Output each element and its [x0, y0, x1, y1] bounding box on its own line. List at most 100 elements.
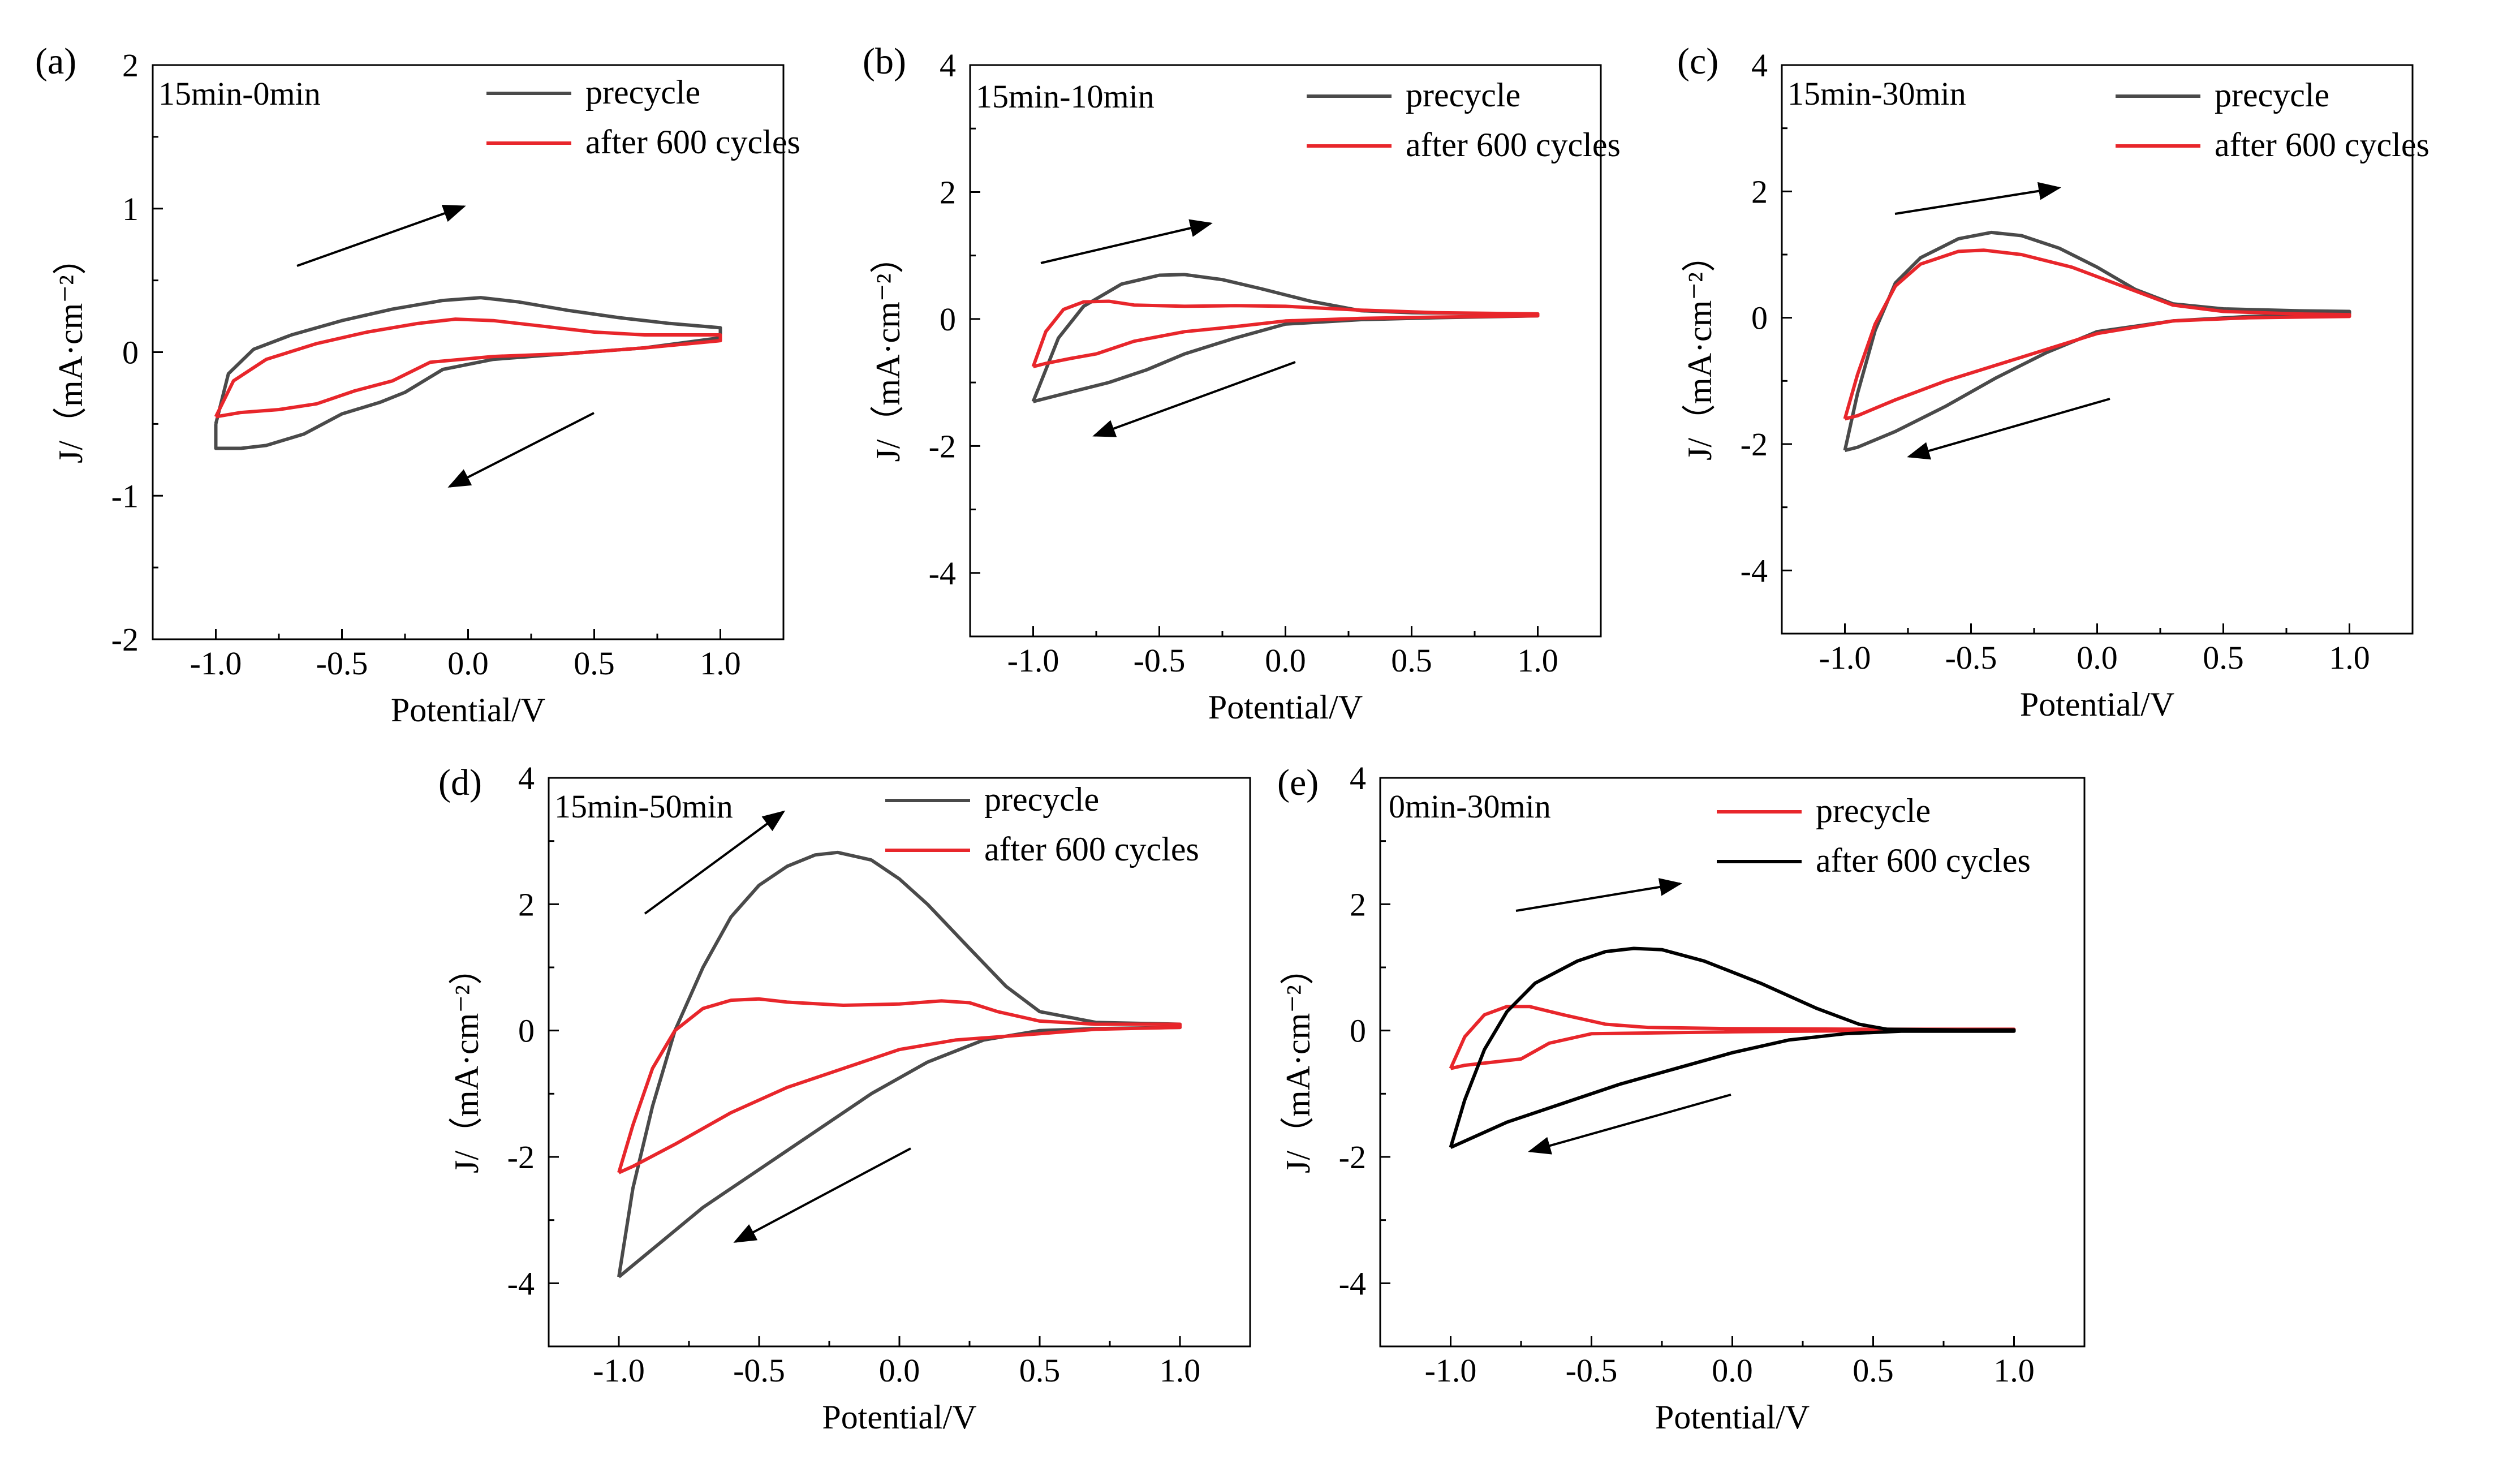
y-axis-label: J/（mA·cm⁻²） [52, 241, 89, 463]
scan-direction-arrow [1092, 361, 1296, 437]
x-tick-label: 0.0 [879, 1352, 920, 1389]
scan-direction-arrow [1894, 182, 2061, 215]
y-tick-label: -4 [929, 555, 956, 592]
y-tick-label: 2 [518, 886, 535, 923]
y-tick-label: -4 [1339, 1265, 1366, 1302]
y-tick-label: 0 [518, 1013, 535, 1049]
y-tick-label: 0 [122, 334, 139, 371]
chart-panel: -1.0 -0.5 0.0 0.5 1.0 -4 -2 0 2 4 Potential/V J/（mA… [1277, 760, 2086, 1436]
panel-letter: (e) [1277, 762, 1319, 803]
inset-label: 15min-50min [554, 788, 733, 825]
legend-label: after 600 cycles [1406, 126, 1621, 163]
panel-letter: (b) [863, 41, 906, 82]
y-tick-label: 0 [1751, 300, 1768, 337]
x-tick-label: -1.0 [1425, 1352, 1477, 1389]
x-axis-label: Potential/V [1655, 1398, 1810, 1436]
scan-direction-arrow [1907, 398, 2110, 460]
x-tick-label: 0.5 [1853, 1352, 1894, 1389]
x-tick-label: 1.0 [1517, 642, 1558, 679]
y-tick-label: -4 [1741, 552, 1768, 589]
inset-label: 15min-0min [158, 75, 321, 112]
y-tick-label: 4 [1350, 760, 1366, 797]
x-tick-label: -0.5 [733, 1352, 785, 1389]
panel-letter: (d) [438, 762, 482, 803]
series-line [617, 997, 1182, 1174]
y-tick-label: 2 [122, 47, 139, 84]
x-tick-label: -1.0 [1007, 642, 1059, 679]
y-tick-label: 4 [1751, 47, 1768, 84]
legend-label: after 600 cycles [2215, 126, 2429, 163]
chart-panel: -1.0 -0.5 0.0 0.5 1.0 -4 -2 0 2 4 Potential/V J/（mA… [863, 41, 1621, 726]
y-axis-label: J/（mA·cm⁻²） [448, 951, 485, 1173]
inset-label: 15min-10min [976, 78, 1155, 115]
x-tick-label: 0.0 [447, 645, 489, 682]
x-tick-label: -1.0 [1819, 639, 1871, 676]
y-tick-label: -2 [111, 621, 139, 658]
x-tick-label: -0.5 [316, 645, 368, 682]
legend-label: precycle [585, 74, 700, 111]
chart-panel: -1.0 -0.5 0.0 0.5 1.0 -2 -1 0 1 2 Potential/V J/（mA… [35, 41, 800, 729]
chart-panel: -1.0 -0.5 0.0 0.5 1.0 -4 -2 0 2 4 Potential/V J/（mA… [438, 760, 1251, 1436]
y-tick-label: -2 [507, 1139, 535, 1176]
legend-label: after 600 cycles [585, 123, 800, 161]
x-tick-label: 0.5 [574, 645, 615, 682]
y-tick-label: 4 [940, 47, 956, 84]
x-axis-label: Potential/V [2020, 686, 2174, 723]
series-line [1843, 230, 2351, 453]
y-axis-label: J/（mA·cm⁻²） [869, 240, 907, 462]
legend-label: after 600 cycles [984, 830, 1199, 868]
y-tick-label: 4 [518, 760, 535, 797]
series-line [214, 317, 722, 419]
chart-panel: -1.0 -0.5 0.0 0.5 1.0 -4 -2 0 2 4 Potential/V J/（mA… [1677, 41, 2429, 723]
scan-direction-arrow [644, 810, 786, 915]
y-tick-label: -1 [111, 477, 139, 514]
y-tick-label: 1 [122, 191, 139, 227]
y-tick-label: 0 [940, 301, 956, 338]
x-tick-label: 0.0 [1265, 642, 1306, 679]
x-tick-label: -1.0 [593, 1352, 645, 1389]
x-tick-label: -1.0 [190, 645, 242, 682]
x-axis-label: Potential/V [391, 691, 545, 729]
y-axis-label: J/（mA·cm⁻²） [1280, 951, 1317, 1173]
x-tick-label: 1.0 [1993, 1352, 2035, 1389]
inset-label: 15min-30min [1787, 75, 1966, 112]
y-tick-label: -2 [929, 428, 956, 464]
y-tick-label: -2 [1741, 426, 1768, 463]
scan-direction-arrow [447, 412, 595, 488]
series-line [214, 296, 722, 450]
x-tick-label: 1.0 [700, 645, 741, 682]
legend-label: after 600 cycles [1816, 842, 2031, 879]
scan-direction-arrow [296, 204, 466, 267]
y-tick-label: 0 [1350, 1013, 1366, 1049]
x-tick-label: -0.5 [1566, 1352, 1618, 1389]
x-axis-label: Potential/V [822, 1398, 976, 1436]
scan-direction-arrow [1528, 1094, 1731, 1155]
x-tick-label: 0.5 [1019, 1352, 1061, 1389]
series-line [1449, 1005, 2016, 1070]
panel-letter: (c) [1677, 41, 1718, 82]
legend-label: precycle [2215, 76, 2329, 114]
y-tick-label: -2 [1339, 1139, 1366, 1176]
inset-label: 0min-30min [1389, 788, 1551, 825]
scan-direction-arrow [1040, 219, 1213, 264]
x-tick-label: 0.0 [2077, 639, 2118, 676]
series-line [1449, 946, 2016, 1150]
scan-direction-arrow [1515, 878, 1682, 912]
x-tick-label: 0.0 [1712, 1352, 1753, 1389]
x-tick-label: 0.5 [1391, 642, 1432, 679]
x-tick-label: -0.5 [1945, 639, 1997, 676]
x-tick-label: 1.0 [1160, 1352, 1201, 1389]
legend-label: precycle [1816, 792, 1931, 829]
scan-direction-arrow [733, 1147, 911, 1243]
y-axis-label: J/（mA·cm⁻²） [1681, 238, 1718, 460]
series-line [617, 850, 1182, 1279]
series-line [1843, 248, 2351, 421]
y-tick-label: 2 [1751, 173, 1768, 210]
y-tick-label: -4 [507, 1265, 535, 1302]
y-tick-label: 2 [940, 174, 956, 210]
x-tick-label: 0.5 [2203, 639, 2244, 676]
y-tick-label: 2 [1350, 886, 1366, 923]
panel-letter: (a) [35, 41, 76, 82]
x-tick-label: 1.0 [2329, 639, 2370, 676]
